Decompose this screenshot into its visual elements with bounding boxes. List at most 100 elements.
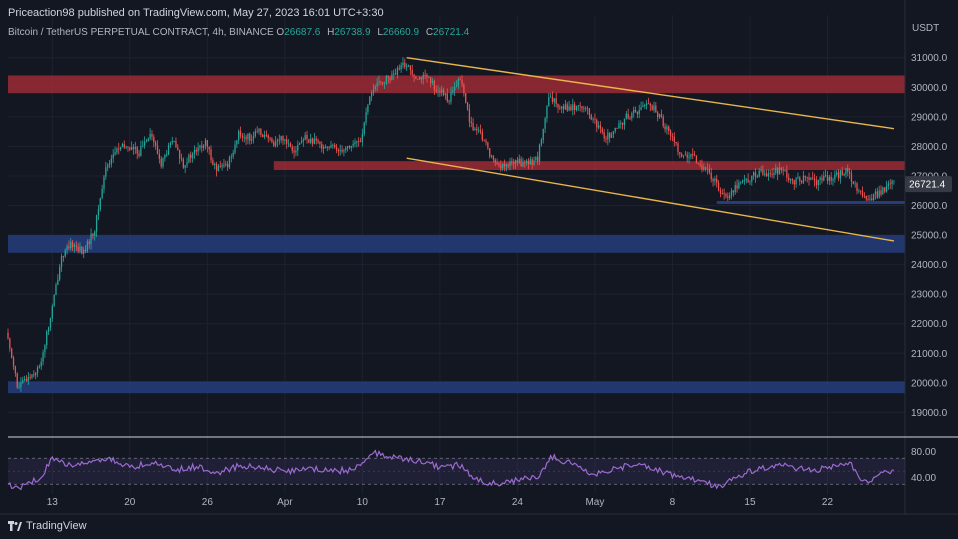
candle-body	[415, 76, 417, 79]
candle-body	[81, 246, 83, 254]
tradingview-footer[interactable]: TradingView	[8, 520, 87, 532]
candle-body	[551, 96, 554, 102]
candle-body	[489, 148, 491, 157]
candle-body	[734, 185, 736, 193]
candle-body	[612, 131, 615, 135]
candle-body	[394, 73, 397, 75]
candle-body	[42, 352, 44, 362]
candle-body	[771, 173, 773, 175]
candle-body	[616, 127, 618, 129]
candle-body	[824, 175, 827, 177]
candle-body	[300, 141, 303, 143]
candle-body	[719, 190, 722, 194]
candle-body	[575, 106, 578, 111]
candle-body	[94, 231, 96, 237]
candle-body	[597, 125, 600, 128]
candle-body	[322, 147, 325, 149]
candle-body	[660, 114, 663, 117]
candle-body	[546, 106, 548, 119]
candle-body	[758, 170, 760, 177]
candle-body	[127, 146, 129, 148]
candle-body	[452, 90, 454, 93]
candle-body	[208, 147, 210, 150]
price-axis[interactable]: USDT31000.030000.029000.028000.027000.02…	[904, 0, 958, 539]
candle-body	[79, 246, 81, 252]
candle-body	[535, 156, 537, 161]
candle-body	[162, 158, 164, 167]
candle-body	[55, 284, 57, 295]
candle-body	[522, 162, 524, 167]
candle-body	[533, 160, 535, 165]
candle-body	[433, 80, 435, 90]
candle-body	[134, 147, 136, 149]
candle-body	[70, 242, 72, 249]
candle-body	[142, 145, 144, 147]
candle-body	[297, 144, 299, 151]
price-tick-label: 21000.0	[911, 349, 948, 360]
candle-body	[335, 147, 338, 150]
candle-body	[88, 241, 90, 245]
candle-body	[476, 128, 478, 131]
candle-body	[878, 190, 880, 198]
candle-body	[424, 74, 426, 76]
candle-body	[662, 116, 664, 127]
candle-body	[596, 119, 598, 128]
candle-body	[14, 366, 17, 374]
candle-body	[164, 154, 166, 159]
candle-body	[815, 180, 818, 186]
drawn-lines	[406, 57, 905, 242]
candle-body	[762, 169, 764, 175]
candle-body	[276, 139, 279, 142]
candle-body	[710, 172, 712, 180]
candle-body	[675, 141, 677, 144]
candle-body	[64, 250, 66, 257]
candle-body	[143, 141, 146, 146]
candle-body	[365, 112, 367, 123]
candle-body	[450, 92, 452, 102]
rsi-pane[interactable]: 80.00 40.00	[7, 436, 958, 491]
candle-body	[319, 141, 321, 144]
candle-body	[620, 123, 622, 124]
candle-body	[699, 163, 701, 166]
candle-body	[466, 102, 469, 109]
candle-body	[254, 131, 256, 137]
candle-body	[29, 376, 31, 378]
candle-body	[498, 164, 500, 166]
price-tick-label: 22000.0	[911, 319, 948, 330]
candle-body	[136, 147, 138, 154]
candle-body	[147, 138, 149, 142]
candle-body	[568, 106, 570, 111]
candle-body	[186, 162, 188, 166]
candle-body	[230, 156, 232, 158]
candle-body	[686, 154, 688, 158]
candle-body	[219, 166, 221, 167]
candle-body	[631, 113, 633, 119]
candle-body	[286, 139, 288, 144]
ohlc-open-value: 26687.6	[284, 27, 321, 38]
candle-body	[839, 170, 842, 179]
candle-body	[180, 158, 183, 160]
time-tick-label: May	[585, 497, 604, 508]
candle-body	[474, 128, 476, 130]
candle-body	[843, 174, 845, 176]
symbol-title[interactable]: Bitcoin / TetherUS PERPETUAL CONTRACT, 4…	[8, 27, 274, 38]
candle-body	[764, 173, 766, 175]
candle-body	[778, 167, 781, 175]
candle-body	[90, 233, 92, 245]
candle-body	[125, 146, 127, 148]
candle-body	[116, 148, 118, 153]
candle-body	[872, 194, 875, 200]
candle-body	[845, 168, 847, 175]
candle-body	[599, 125, 602, 129]
candle-body	[97, 209, 100, 216]
candle-body	[369, 96, 371, 105]
candle-body	[527, 160, 530, 165]
time-axis[interactable]: 13 20 26 Apr 10 17 24 May 8 15 22	[0, 497, 958, 515]
candle-body	[601, 128, 603, 133]
candle-body	[195, 150, 197, 152]
candle-body	[86, 241, 89, 252]
candle-body	[184, 165, 186, 168]
candle-body	[225, 163, 227, 166]
candle-body	[813, 178, 816, 181]
